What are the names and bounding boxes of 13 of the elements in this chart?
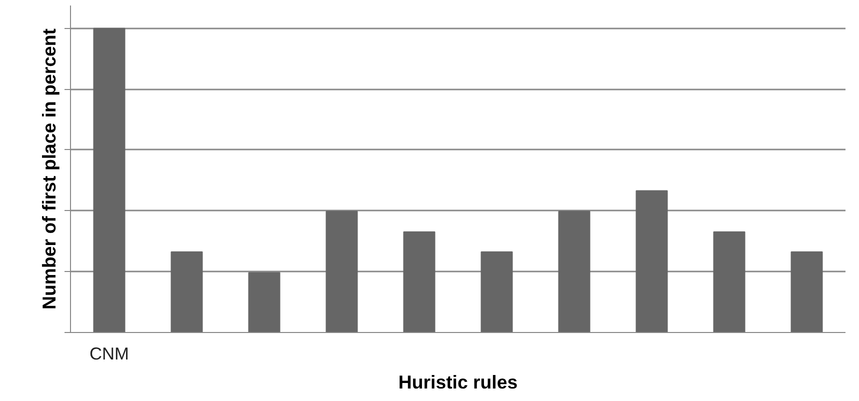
bar: [480, 251, 513, 332]
bar: [248, 272, 280, 332]
x-axis-title: Huristic rules: [398, 372, 518, 392]
bar: [790, 251, 823, 332]
bar: [326, 210, 358, 332]
bar: [170, 251, 203, 332]
bar: [403, 231, 436, 332]
y-axis-title: Number of first place in percent: [38, 28, 60, 310]
bar: [636, 190, 668, 332]
bar: [558, 210, 590, 332]
x-tick-label: CNM: [90, 344, 129, 364]
bar: [93, 28, 126, 332]
bar: [713, 231, 746, 332]
